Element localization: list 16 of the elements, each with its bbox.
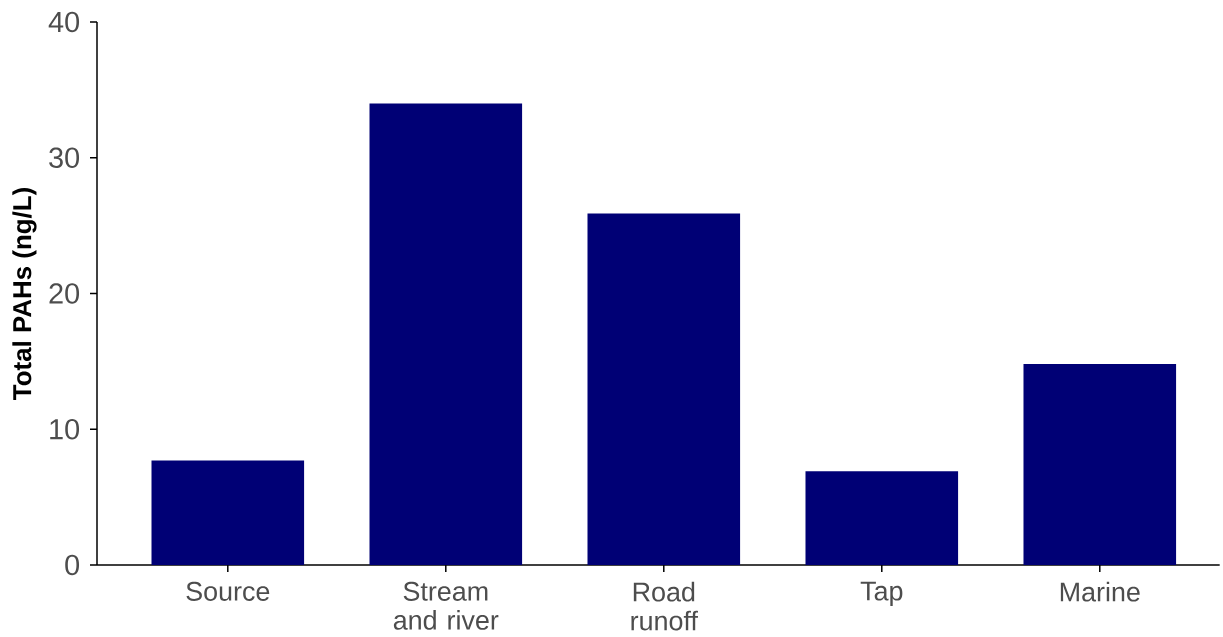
x-tick-label: Road runoff <box>631 581 698 631</box>
y-tick-label: 10 <box>50 419 80 440</box>
bar <box>1023 364 1177 565</box>
bar <box>805 471 959 565</box>
bar <box>151 460 305 565</box>
y-axis-title: Total PAHs (ng/L) <box>12 188 37 400</box>
x-tick-label: Source <box>186 581 270 601</box>
bar <box>587 213 741 565</box>
y-tick-label: 40 <box>48 11 80 33</box>
x-tick-label: Tap <box>860 581 903 606</box>
x-tick-label: Stream and river <box>393 581 499 630</box>
x-tick-label: Marine <box>1060 581 1140 602</box>
bar <box>369 103 523 565</box>
y-tick-label: 30 <box>49 147 80 168</box>
y-tick-label: 20 <box>49 283 80 304</box>
y-tick-label: 0 <box>65 554 80 576</box>
